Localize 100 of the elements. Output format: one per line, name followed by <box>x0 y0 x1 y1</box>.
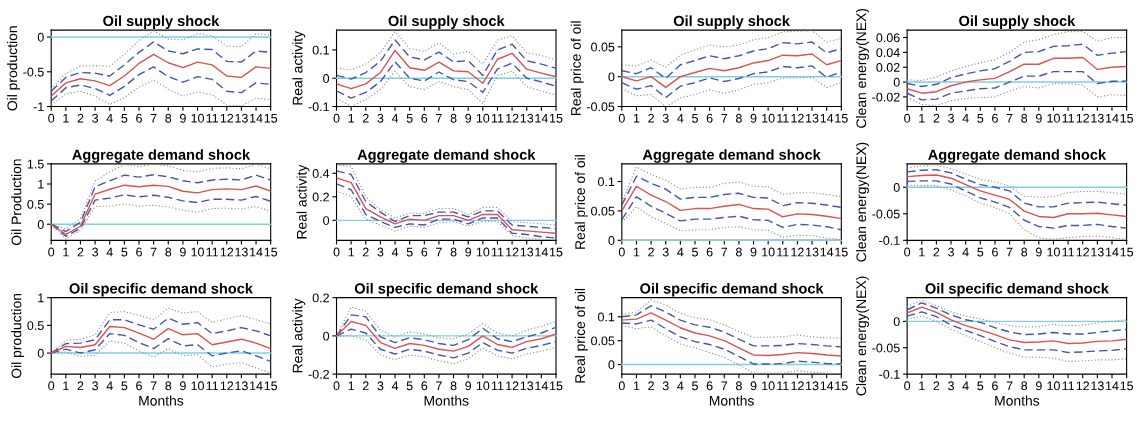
x-tick-label: 8 <box>450 113 457 123</box>
y-tick-label: 0.1 <box>598 177 615 187</box>
x-axis-title: Months <box>139 395 184 406</box>
line-series <box>336 61 556 99</box>
x-tick-label: 2 <box>362 381 369 391</box>
x-tick-label: 10 <box>191 247 204 257</box>
x-axis-title: Months <box>424 395 469 406</box>
x-tick-label: 12 <box>220 113 234 123</box>
x-tick-label: 11 <box>1062 113 1074 123</box>
x-tick-label: 6 <box>421 113 428 123</box>
x-tick-label: 6 <box>992 381 998 391</box>
x-tick-label: 10 <box>191 113 204 123</box>
x-tick-label: 14 <box>820 113 834 123</box>
line-series <box>907 306 1127 345</box>
x-tick-label: 13 <box>235 113 248 123</box>
x-tick-label: 1 <box>919 247 925 257</box>
line-series <box>621 196 842 231</box>
x-tick-label: 5 <box>977 381 984 391</box>
chart-title: Oil specific demand shock <box>640 282 824 297</box>
x-tick-label: 12 <box>1076 381 1090 391</box>
x-tick-label: 3 <box>662 381 669 391</box>
x-axis-title: Months <box>709 395 754 406</box>
x-tick-label: 15 <box>264 113 278 123</box>
x-tick-label: 3 <box>948 247 954 257</box>
y-tick-label: 0.1 <box>312 45 329 55</box>
line-series <box>51 53 271 97</box>
x-tick-label: 15 <box>1120 247 1134 257</box>
y-axis-title: Real price of oil <box>574 155 588 249</box>
x-tick-label: 14 <box>535 247 548 257</box>
y-tick-label: 0.1 <box>598 312 615 322</box>
x-tick-label: 3 <box>377 113 384 123</box>
x-tick-label: 7 <box>721 247 728 257</box>
line-series <box>51 66 271 102</box>
chart-title: Oil specific demand shock <box>925 282 1109 297</box>
y-tick-label: 0.05 <box>591 206 615 216</box>
x-tick-label: 13 <box>1091 113 1104 123</box>
x-tick-label: 5 <box>692 381 698 391</box>
line-series <box>907 169 1127 208</box>
x-tick-label: 9 <box>1035 381 1042 391</box>
x-tick-label: 13 <box>520 113 534 123</box>
y-axis-title: Oil production <box>11 293 25 379</box>
x-tick-label: 15 <box>1120 113 1134 123</box>
x-tick-label: 12 <box>220 247 234 257</box>
x-tick-label: 12 <box>791 247 804 257</box>
x-tick-label: 3 <box>377 247 384 257</box>
x-tick-label: 12 <box>220 381 234 391</box>
x-tick-label: 8 <box>735 381 742 391</box>
x-tick-label: 14 <box>1105 113 1119 123</box>
x-tick-label: 14 <box>1105 247 1119 257</box>
y-tick-label: 0.2 <box>312 293 329 303</box>
y-tick-label: 0.05 <box>591 42 615 52</box>
x-tick-label: 9 <box>465 113 472 123</box>
line-series <box>907 56 1127 94</box>
y-tick-label: -0.05 <box>872 343 900 353</box>
x-tick-label: 6 <box>136 247 142 257</box>
y-tick-label: 0 <box>37 348 44 358</box>
y-tick-label: 0 <box>608 72 615 82</box>
chart-title: Aggregate demand shock <box>928 149 1107 163</box>
x-tick-label: 7 <box>436 247 442 257</box>
x-tick-label: 11 <box>206 381 219 391</box>
x-tick-label: 13 <box>1091 247 1104 257</box>
x-tick-label: 0 <box>904 113 911 123</box>
x-tick-label: 8 <box>165 247 172 257</box>
y-tick-label: 0.5 <box>27 321 44 331</box>
x-tick-label: 2 <box>933 113 940 123</box>
x-tick-label: 14 <box>1105 381 1119 391</box>
x-tick-label: 1 <box>633 247 640 257</box>
x-tick-label: 15 <box>1120 381 1134 391</box>
x-tick-label: 0 <box>48 247 55 257</box>
x-tick-label: 10 <box>1047 247 1060 257</box>
x-tick-label: 11 <box>777 381 789 391</box>
line-series <box>621 319 842 365</box>
x-tick-label: 7 <box>1006 381 1013 391</box>
chart-title: Oil supply shock <box>103 15 220 29</box>
x-tick-label: 1 <box>633 113 640 123</box>
x-tick-label: 5 <box>692 247 698 257</box>
y-axis-title: Oil production <box>7 26 20 111</box>
line-series <box>907 180 1127 229</box>
x-tick-label: 2 <box>77 247 84 257</box>
y-tick-label: -1 <box>33 102 44 112</box>
y-tick-label: 0.2 <box>312 192 329 202</box>
x-tick-label: 15 <box>264 247 278 257</box>
x-tick-label: 2 <box>77 381 84 391</box>
x-tick-label: 2 <box>648 113 654 123</box>
y-tick-label: 0 <box>323 216 330 225</box>
x-tick-label: 4 <box>677 247 684 257</box>
x-tick-label: 1 <box>919 113 925 123</box>
x-tick-label: 7 <box>721 113 728 123</box>
x-tick-label: 4 <box>391 247 399 257</box>
x-tick-label: 5 <box>977 247 984 257</box>
y-axis-title: Real activity <box>292 30 306 105</box>
y-tick-label: 0 <box>893 317 900 327</box>
y-tick-label: 0 <box>323 331 330 341</box>
x-tick-label: 6 <box>706 381 713 391</box>
y-tick-label: 1.5 <box>27 159 44 169</box>
x-tick-label: 2 <box>77 113 84 123</box>
x-tick-label: 8 <box>165 381 172 391</box>
x-tick-label: 14 <box>535 113 548 123</box>
chart-title: Oil supply shock <box>388 15 505 29</box>
x-tick-label: 5 <box>121 381 128 391</box>
